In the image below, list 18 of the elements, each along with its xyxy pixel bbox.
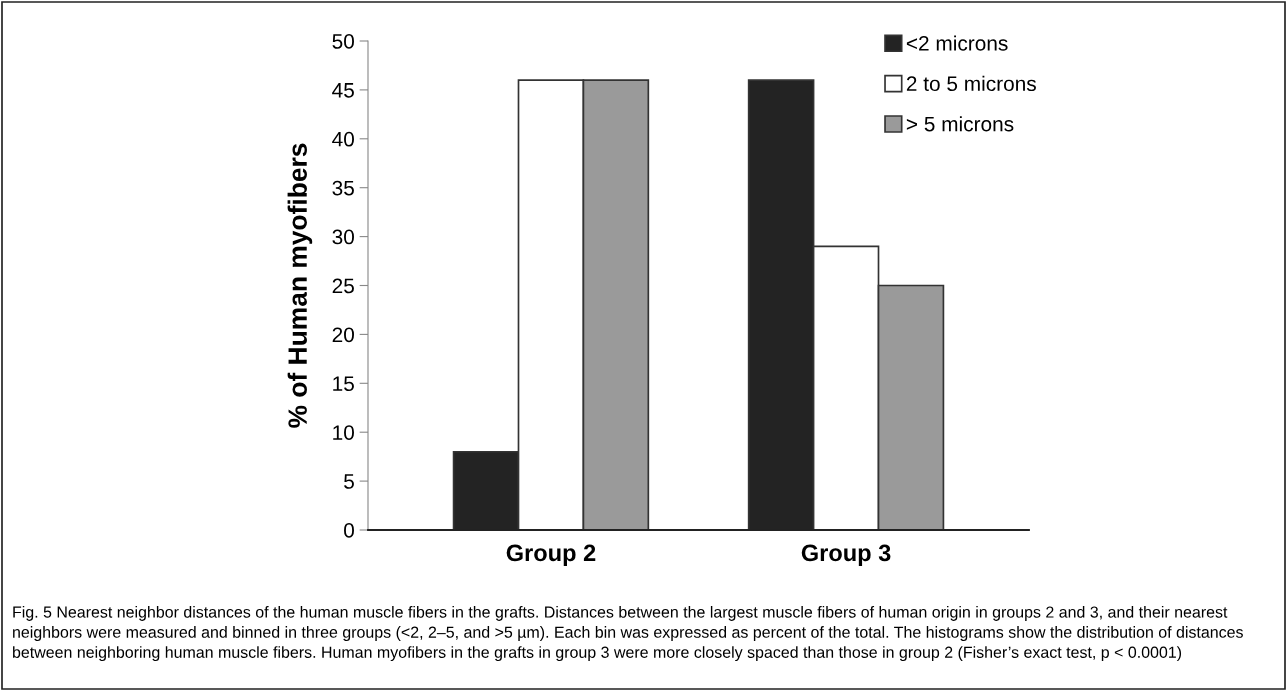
y-tick-label: 10 — [333, 425, 354, 440]
legend-label: 2 to 5 microns — [906, 75, 1036, 92]
y-tick-label: 40 — [332, 131, 354, 147]
x-tick-label: Group 2 — [506, 544, 596, 566]
y-tick-label: 15 — [333, 376, 354, 392]
y-tick-label: 30 — [332, 229, 354, 245]
legend-label: > 5 microns — [906, 116, 1014, 132]
legend-label: <2 microns — [906, 35, 1008, 51]
x-tick-label: Group 3 — [801, 544, 891, 566]
caption: Fig. 5 Nearest neighbor distances of the human muscle fibers in the grafts. Distances between the largest muscle fibers of human origin in groups 2 and 3, and their nearest neighbors were measured and binned in three groups (<2, 2–5, and >5 µm). Each bin was expressed as percent of the total. The histograms show the distribution of distances between neighboring human muscle fibers. Human myofibers in the grafts in group 3 were more closely spaced than those in group 2 (Fisher’s exact test, p < 0.0001) — [13, 606, 1243, 662]
y-tick-label: 5 — [344, 474, 354, 489]
y-tick-label: 0 — [344, 523, 354, 538]
y-axis-title: % of Human myofibers — [287, 143, 313, 428]
y-tick-label: 50 — [332, 34, 354, 49]
y-tick-label: 25 — [332, 278, 354, 294]
y-tick-label: 45 — [332, 83, 354, 98]
y-tick-label: 20 — [332, 327, 354, 343]
y-tick-label: 35 — [332, 180, 354, 196]
